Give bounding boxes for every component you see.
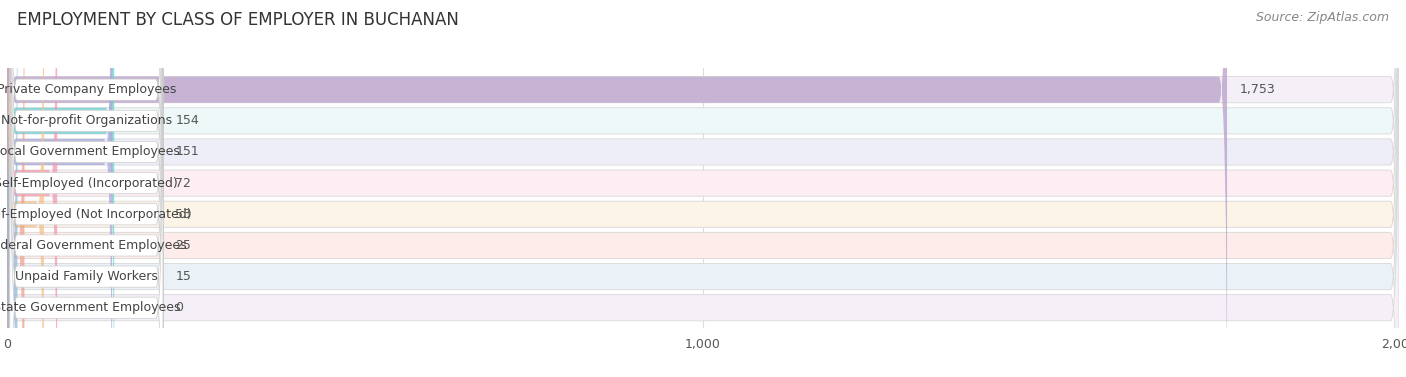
FancyBboxPatch shape [7, 0, 1399, 377]
FancyBboxPatch shape [10, 0, 163, 377]
Text: Self-Employed (Incorporated): Self-Employed (Incorporated) [0, 177, 179, 190]
FancyBboxPatch shape [7, 0, 1399, 377]
FancyBboxPatch shape [7, 0, 44, 377]
Text: 0: 0 [176, 301, 183, 314]
FancyBboxPatch shape [10, 0, 163, 377]
Text: 151: 151 [176, 146, 200, 158]
FancyBboxPatch shape [7, 0, 1227, 377]
Text: 72: 72 [176, 177, 191, 190]
Text: Private Company Employees: Private Company Employees [0, 83, 176, 96]
FancyBboxPatch shape [7, 0, 1399, 377]
FancyBboxPatch shape [10, 0, 163, 377]
Text: State Government Employees: State Government Employees [0, 301, 180, 314]
FancyBboxPatch shape [7, 0, 58, 377]
FancyBboxPatch shape [7, 0, 24, 377]
FancyBboxPatch shape [7, 0, 112, 377]
Text: Not-for-profit Organizations: Not-for-profit Organizations [1, 114, 172, 127]
FancyBboxPatch shape [10, 0, 163, 377]
FancyBboxPatch shape [10, 0, 163, 377]
Text: 1,753: 1,753 [1240, 83, 1275, 96]
Text: 25: 25 [176, 239, 191, 252]
FancyBboxPatch shape [7, 0, 1399, 377]
Text: 154: 154 [176, 114, 200, 127]
Text: 53: 53 [176, 208, 191, 221]
FancyBboxPatch shape [7, 0, 1399, 377]
Text: Self-Employed (Not Incorporated): Self-Employed (Not Incorporated) [0, 208, 191, 221]
FancyBboxPatch shape [10, 7, 163, 377]
Text: Local Government Employees: Local Government Employees [0, 146, 180, 158]
FancyBboxPatch shape [10, 0, 163, 377]
FancyBboxPatch shape [7, 0, 1399, 377]
FancyBboxPatch shape [7, 0, 114, 377]
Text: Unpaid Family Workers: Unpaid Family Workers [15, 270, 157, 283]
FancyBboxPatch shape [7, 0, 17, 377]
Text: 15: 15 [176, 270, 191, 283]
Text: Source: ZipAtlas.com: Source: ZipAtlas.com [1256, 11, 1389, 24]
FancyBboxPatch shape [7, 0, 1399, 377]
Text: EMPLOYMENT BY CLASS OF EMPLOYER IN BUCHANAN: EMPLOYMENT BY CLASS OF EMPLOYER IN BUCHA… [17, 11, 458, 29]
Text: Federal Government Employees: Federal Government Employees [0, 239, 187, 252]
FancyBboxPatch shape [7, 0, 1399, 377]
FancyBboxPatch shape [10, 0, 163, 377]
